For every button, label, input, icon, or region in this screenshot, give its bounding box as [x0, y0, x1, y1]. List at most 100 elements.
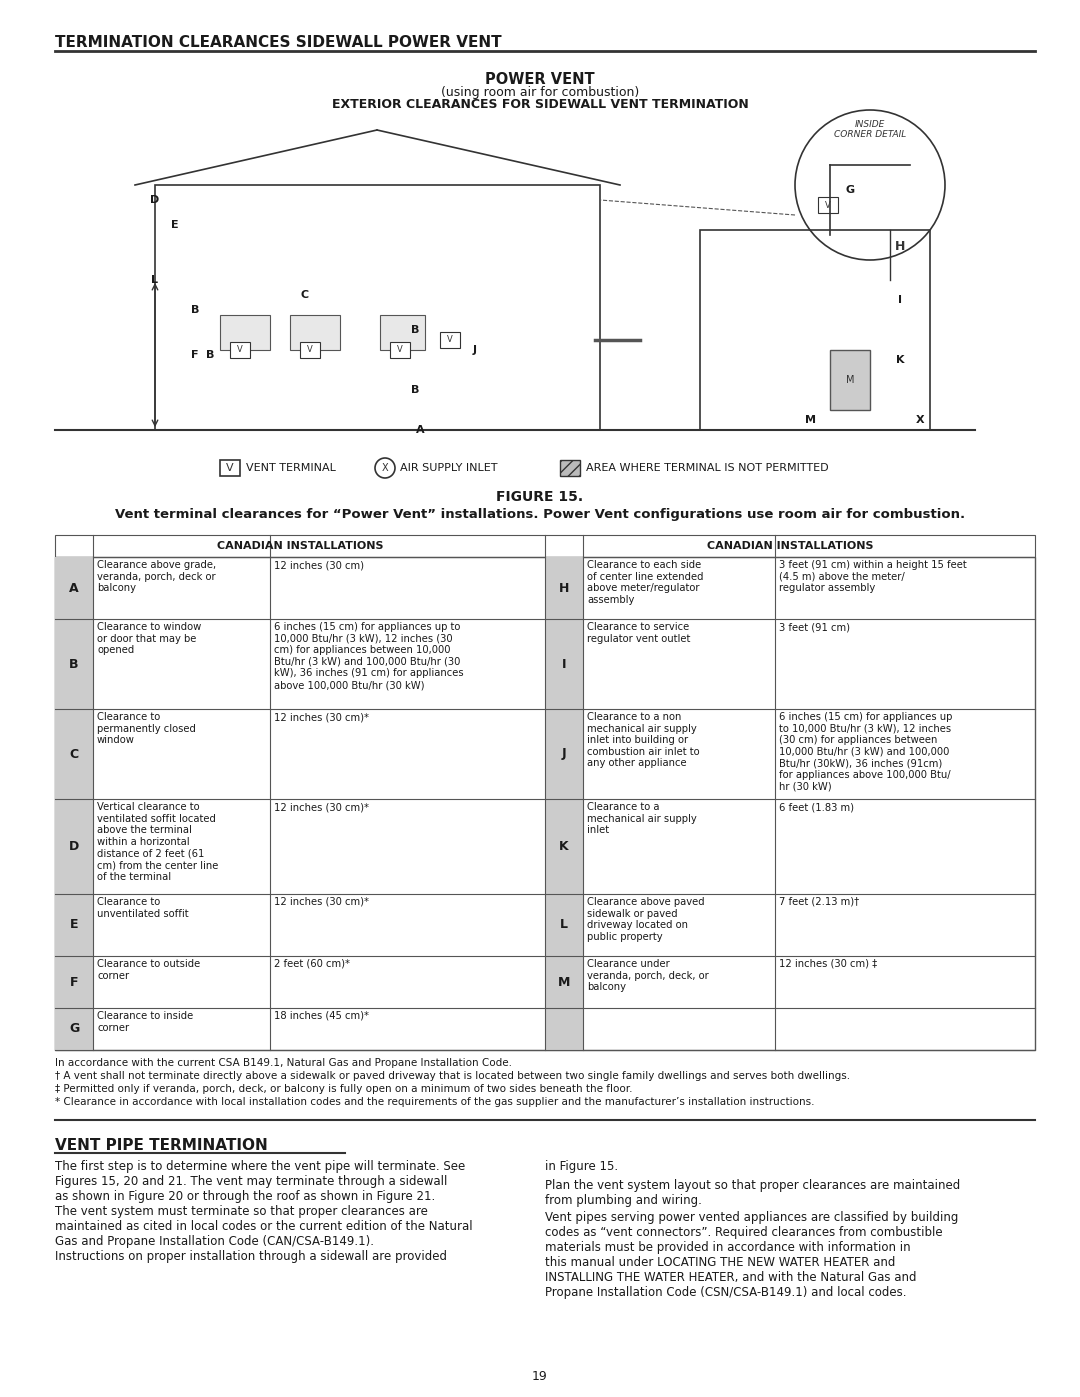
- Text: 6 inches (15 cm) for appliances up to
10,000 Btu/hr (3 kW), 12 inches (30
cm) fo: 6 inches (15 cm) for appliances up to 10…: [274, 622, 463, 690]
- Text: B: B: [206, 351, 214, 360]
- Text: Clearance under
veranda, porch, deck, or
balcony: Clearance under veranda, porch, deck, or…: [588, 958, 708, 992]
- Text: 12 inches (30 cm) ‡: 12 inches (30 cm) ‡: [779, 958, 877, 970]
- Text: * Clearance in accordance with local installation codes and the requirements of : * Clearance in accordance with local ins…: [55, 1097, 814, 1106]
- Text: V: V: [825, 201, 831, 210]
- Text: Vertical clearance to
ventilated soffit located
above the terminal
within a hori: Vertical clearance to ventilated soffit …: [97, 802, 218, 882]
- Text: VENT TERMINAL: VENT TERMINAL: [246, 462, 336, 474]
- Bar: [545, 799, 583, 894]
- Bar: [55, 799, 93, 894]
- Text: V: V: [226, 462, 233, 474]
- Text: D: D: [69, 840, 79, 854]
- Text: B: B: [410, 326, 419, 335]
- Text: C: C: [69, 747, 79, 760]
- Text: V: V: [238, 345, 243, 355]
- Text: A: A: [69, 581, 79, 595]
- Text: Clearance above grade,
veranda, porch, deck or
balcony: Clearance above grade, veranda, porch, d…: [97, 560, 216, 594]
- Bar: [545, 619, 583, 710]
- Text: VENT PIPE TERMINATION: VENT PIPE TERMINATION: [55, 1139, 268, 1153]
- Text: Clearance to outside
corner: Clearance to outside corner: [97, 958, 200, 981]
- Bar: [55, 619, 93, 710]
- Polygon shape: [291, 314, 340, 351]
- Polygon shape: [818, 197, 838, 212]
- Bar: [55, 894, 93, 956]
- Polygon shape: [220, 460, 240, 476]
- Text: In accordance with the current CSA B149.1, Natural Gas and Propane Installation : In accordance with the current CSA B149.…: [55, 1058, 512, 1067]
- Text: Clearance to inside
corner: Clearance to inside corner: [97, 1011, 193, 1032]
- Text: B: B: [191, 305, 199, 314]
- Text: † A vent shall not terminate directly above a sidewalk or paved driveway that is: † A vent shall not terminate directly ab…: [55, 1071, 850, 1081]
- Text: Clearance to each side
of center line extended
above meter/regulator
assembly: Clearance to each side of center line ex…: [588, 560, 703, 605]
- Text: V: V: [397, 345, 403, 355]
- Text: K: K: [895, 355, 904, 365]
- Text: J: J: [562, 747, 566, 760]
- Text: Clearance to a non
mechanical air supply
inlet into building or
combustion air i: Clearance to a non mechanical air supply…: [588, 712, 700, 768]
- Text: B: B: [69, 658, 79, 671]
- Text: CANADIAN INSTALLATIONS: CANADIAN INSTALLATIONS: [706, 541, 874, 550]
- Text: 3 feet (91 cm) within a height 15 feet
(4.5 m) above the meter/
regulator assemb: 3 feet (91 cm) within a height 15 feet (…: [779, 560, 967, 594]
- Bar: [55, 557, 93, 619]
- Text: INSIDE
CORNER DETAIL: INSIDE CORNER DETAIL: [834, 120, 906, 140]
- Text: 18 inches (45 cm)*: 18 inches (45 cm)*: [274, 1011, 369, 1021]
- Text: M: M: [846, 374, 854, 386]
- Text: G: G: [69, 1023, 79, 1035]
- Text: H: H: [558, 581, 569, 595]
- Text: EXTERIOR CLEARANCES FOR SIDEWALL VENT TERMINATION: EXTERIOR CLEARANCES FOR SIDEWALL VENT TE…: [332, 98, 748, 110]
- Polygon shape: [300, 342, 320, 358]
- Text: X: X: [381, 462, 389, 474]
- Polygon shape: [831, 351, 870, 409]
- Text: TERMINATION CLEARANCES SIDEWALL POWER VENT: TERMINATION CLEARANCES SIDEWALL POWER VE…: [55, 35, 501, 50]
- Polygon shape: [440, 332, 460, 348]
- Text: CANADIAN INSTALLATIONS: CANADIAN INSTALLATIONS: [217, 541, 383, 550]
- Text: J: J: [473, 345, 477, 355]
- Text: FIGURE 15.: FIGURE 15.: [497, 490, 583, 504]
- Text: A: A: [416, 425, 424, 434]
- Bar: [545, 710, 583, 799]
- Text: 3 feet (91 cm): 3 feet (91 cm): [779, 622, 850, 631]
- Text: (using room air for combustion): (using room air for combustion): [441, 87, 639, 99]
- Text: E: E: [70, 918, 78, 932]
- Text: K: K: [559, 840, 569, 854]
- Text: ‡ Permitted only if veranda, porch, deck, or balcony is fully open on a minimum : ‡ Permitted only if veranda, porch, deck…: [55, 1084, 633, 1094]
- Text: E: E: [172, 219, 179, 231]
- Text: Clearance to
permanently closed
window: Clearance to permanently closed window: [97, 712, 195, 745]
- Text: V: V: [307, 345, 313, 355]
- Bar: [545, 557, 583, 619]
- Polygon shape: [380, 314, 426, 351]
- Text: I: I: [562, 658, 566, 671]
- Text: Clearance above paved
sidewalk or paved
driveway located on
public property: Clearance above paved sidewalk or paved …: [588, 897, 704, 942]
- Text: The first step is to determine where the vent pipe will terminate. See
Figures 1: The first step is to determine where the…: [55, 1160, 465, 1203]
- Text: G: G: [846, 184, 854, 196]
- Text: 2 feet (60 cm)*: 2 feet (60 cm)*: [274, 958, 350, 970]
- Bar: [545, 956, 583, 1009]
- Text: H: H: [895, 240, 905, 253]
- Text: 12 inches (30 cm): 12 inches (30 cm): [274, 560, 364, 570]
- Text: 6 inches (15 cm) for appliances up
to 10,000 Btu/hr (3 kW), 12 inches
(30 cm) fo: 6 inches (15 cm) for appliances up to 10…: [779, 712, 953, 792]
- Text: V: V: [447, 335, 453, 345]
- Text: B: B: [410, 386, 419, 395]
- Text: AIR SUPPLY INLET: AIR SUPPLY INLET: [400, 462, 498, 474]
- Polygon shape: [230, 342, 249, 358]
- Text: AREA WHERE TERMINAL IS NOT PERMITTED: AREA WHERE TERMINAL IS NOT PERMITTED: [586, 462, 828, 474]
- Bar: [545, 1009, 583, 1051]
- Bar: [55, 956, 93, 1009]
- Bar: [55, 557, 1035, 1051]
- Text: Clearance to service
regulator vent outlet: Clearance to service regulator vent outl…: [588, 622, 690, 644]
- Text: L: L: [151, 275, 159, 285]
- Text: F: F: [70, 975, 78, 989]
- Text: M: M: [557, 975, 570, 989]
- Text: I: I: [897, 295, 902, 305]
- Text: 12 inches (30 cm)*: 12 inches (30 cm)*: [274, 897, 369, 907]
- Text: C: C: [301, 291, 309, 300]
- Text: D: D: [150, 196, 160, 205]
- Text: Clearance to window
or door that may be
opened: Clearance to window or door that may be …: [97, 622, 201, 655]
- Text: 6 feet (1.83 m): 6 feet (1.83 m): [779, 802, 854, 812]
- Text: L: L: [561, 918, 568, 932]
- Text: POWER VENT: POWER VENT: [485, 73, 595, 87]
- Text: Instructions on proper installation through a sidewall are provided: Instructions on proper installation thro…: [55, 1250, 447, 1263]
- Text: 12 inches (30 cm)*: 12 inches (30 cm)*: [274, 802, 369, 812]
- Bar: [55, 710, 93, 799]
- Text: Plan the vent system layout so that proper clearances are maintained
from plumbi: Plan the vent system layout so that prop…: [545, 1179, 960, 1207]
- Text: 12 inches (30 cm)*: 12 inches (30 cm)*: [274, 712, 369, 722]
- Text: Clearance to a
mechanical air supply
inlet: Clearance to a mechanical air supply inl…: [588, 802, 697, 835]
- Text: F: F: [191, 351, 199, 360]
